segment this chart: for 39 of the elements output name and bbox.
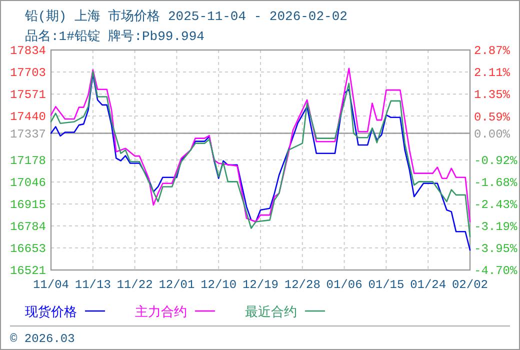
x-tick-label: 01/24 [410, 278, 446, 292]
x-tick-label: 11/13 [74, 278, 111, 292]
subtitle: 品名:1#铅锭 牌号:Pb99.994 [25, 29, 204, 44]
text: © 2026.03 [10, 332, 75, 346]
x-tick-label: 12/10 [200, 278, 237, 292]
title: 铅(期) 上海 市场价格 2025-11-04 - 2026-02-02 [25, 9, 348, 24]
y-tick-label: 16653 [10, 242, 46, 256]
y-tick-label: 17440 [10, 110, 46, 124]
legend-label: 最近合约 [245, 305, 297, 320]
x-tick-label: 12/28 [284, 278, 320, 292]
y-tick-label: 17178 [10, 154, 46, 168]
y2-tick-label: -2.43% [474, 198, 518, 212]
x-tick-label: 12/19 [242, 278, 279, 292]
x-tick-label: 02/02 [452, 278, 488, 292]
y2-tick-label: 0.59% [474, 110, 511, 124]
y-tick-label: 17571 [10, 88, 46, 102]
y-tick-label: 16784 [10, 220, 46, 234]
y-tick-label: 17046 [10, 176, 46, 190]
y-tick-label: 17703 [10, 66, 46, 80]
y2-tick-label: -1.68% [474, 176, 518, 190]
x-tick-label: 11/04 [32, 278, 70, 292]
y-tick-label: 17834 [10, 44, 46, 58]
y-tick-label: 17337 [10, 127, 46, 142]
x-tick-label: 12/01 [158, 278, 195, 292]
y2-tick-label: -0.92% [474, 154, 518, 168]
y-tick-label: 16521 [10, 264, 46, 278]
y2-tick-label: 2.87% [474, 44, 511, 58]
y2-tick-label: -3.19% [474, 220, 518, 234]
x-tick-label: 01/06 [326, 278, 362, 292]
y2-tick-label: -3.95% [474, 242, 518, 256]
y2-tick-label: -4.70% [474, 264, 518, 278]
legend-label: 主力合约 [135, 304, 187, 320]
y2-tick-label: 0.00% [474, 127, 511, 142]
y2-tick-label: 1.35% [474, 88, 511, 102]
y2-tick-label: 2.11% [474, 66, 511, 80]
legend-label: 现货价格 [25, 305, 77, 320]
x-tick-label: 11/22 [116, 278, 153, 292]
y-tick-label: 16915 [10, 198, 46, 212]
x-tick-label: 01/15 [368, 278, 404, 292]
